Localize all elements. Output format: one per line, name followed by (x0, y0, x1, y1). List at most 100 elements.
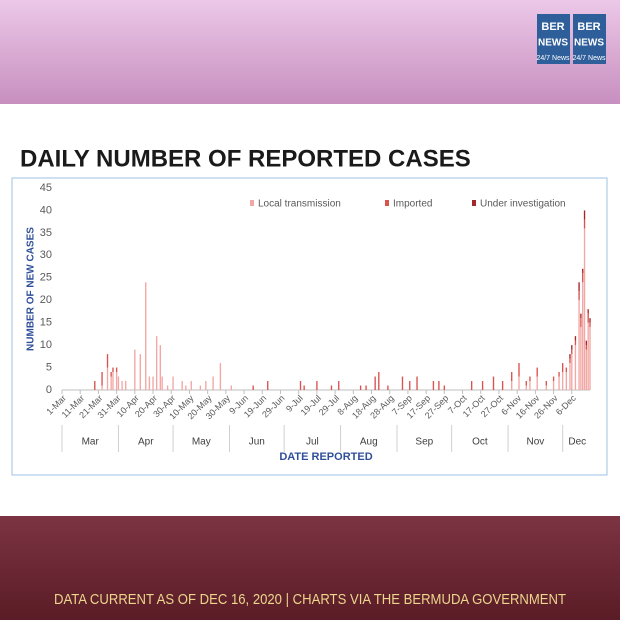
month-label: Jul (306, 437, 319, 448)
bar-segment (115, 372, 118, 390)
bar-segment (432, 381, 435, 390)
bar-segment (574, 340, 577, 346)
bar-segment (359, 385, 362, 390)
chart-frame (11, 177, 608, 476)
bar-segment (578, 282, 580, 292)
bar-segment (589, 322, 591, 328)
bar-segment (569, 358, 571, 364)
bar-segment (112, 367, 114, 373)
bar-segment (139, 354, 141, 390)
bar-segment (470, 381, 473, 390)
bar-segment (511, 381, 513, 390)
y-tick-label: 30 (40, 249, 52, 261)
bar-segment (159, 345, 161, 390)
month-label: Nov (526, 437, 544, 448)
bar-segment (125, 381, 127, 390)
bar-segment (185, 385, 187, 390)
bar-segment (529, 381, 531, 390)
y-tick-label: 40 (40, 204, 52, 216)
bar-segment (585, 345, 588, 350)
month-label: Dec (568, 437, 586, 448)
month-label: Oct (472, 437, 488, 448)
y-tick-label: 25 (40, 272, 52, 284)
legend-swatch (385, 200, 389, 206)
y-tick-label: 45 (40, 182, 52, 194)
bar-segment (589, 327, 591, 390)
bar-segment (580, 327, 582, 390)
bar-segment (212, 376, 214, 390)
logo-text: NEWS (538, 38, 568, 49)
bar-segment (110, 376, 112, 390)
bar-segment (374, 376, 376, 390)
bar-segment (303, 385, 305, 390)
bar-segment (172, 376, 174, 390)
bar-segment (583, 210, 586, 220)
y-tick-label: 5 (46, 361, 52, 373)
month-label: Aug (360, 437, 378, 448)
logo-text: 24/7 News (572, 55, 606, 62)
bar-segment (583, 228, 586, 390)
bar-segment (112, 372, 114, 390)
bar-segment (558, 376, 560, 390)
bar-segment (330, 385, 333, 390)
x-axis-label: DATE REPORTED (279, 451, 372, 463)
bar-segment (578, 291, 580, 301)
bar-segment (161, 376, 163, 390)
bar-segment (492, 376, 495, 390)
bar-segment (416, 376, 418, 390)
month-label: Jun (249, 437, 265, 448)
bar-segment (387, 385, 389, 390)
footer-text: DATA CURRENT AS OF DEC 16, 2020 | CHARTS… (54, 591, 566, 608)
bar-segment (101, 385, 103, 390)
bar-segment (571, 354, 573, 390)
chart-title: DAILY NUMBER OF REPORTED CASES (20, 145, 471, 172)
bar-segment (545, 381, 547, 386)
bar-segment (571, 345, 573, 350)
bar-segment (518, 363, 520, 377)
legend-label: Imported (393, 199, 432, 210)
bar-segment (316, 381, 318, 390)
bar-segment (199, 385, 202, 390)
bar-segment (565, 372, 568, 390)
bar-segment (580, 313, 582, 319)
bar-segment (562, 363, 564, 373)
bar-segment (587, 322, 589, 390)
y-tick-label: 0 (46, 384, 52, 396)
bar-segment (252, 385, 254, 390)
month-label: Mar (82, 437, 100, 448)
bar-segment (571, 349, 573, 355)
logo: BER BER NEWS NEWS 24/7 News 24/7 News (536, 14, 606, 64)
bar-segment (589, 318, 591, 323)
bar-segment (518, 376, 520, 390)
logo-tile (537, 14, 570, 64)
bar-segment (562, 372, 564, 390)
month-label: Sep (415, 437, 433, 448)
bar-segment (582, 268, 584, 274)
logo-tile (573, 14, 606, 64)
bar-segment (152, 376, 154, 390)
y-axis-label: NUMBER OF NEW CASES (26, 227, 37, 351)
bar-segment (587, 313, 589, 323)
bar-segment (529, 376, 531, 382)
bar-segment (94, 381, 96, 390)
bar-segment (134, 349, 136, 390)
bar-segment (409, 381, 411, 390)
bar-segment (181, 381, 183, 390)
bar-segment (525, 385, 527, 390)
logo-text: 24/7 News (536, 55, 570, 62)
bar-segment (578, 300, 580, 390)
month-label: May (192, 437, 211, 448)
header-band (0, 0, 620, 104)
bar-segment (565, 367, 568, 373)
y-tick-label: 15 (40, 317, 52, 329)
bar-segment (574, 336, 577, 341)
footer-band (0, 516, 620, 620)
bar-segment (101, 372, 103, 386)
bar-segment (219, 363, 222, 390)
y-tick-label: 35 (40, 227, 52, 239)
bar-segment (230, 385, 233, 390)
bar-segment (106, 354, 109, 368)
bar-segment (438, 381, 440, 390)
bar-segment (145, 282, 147, 390)
